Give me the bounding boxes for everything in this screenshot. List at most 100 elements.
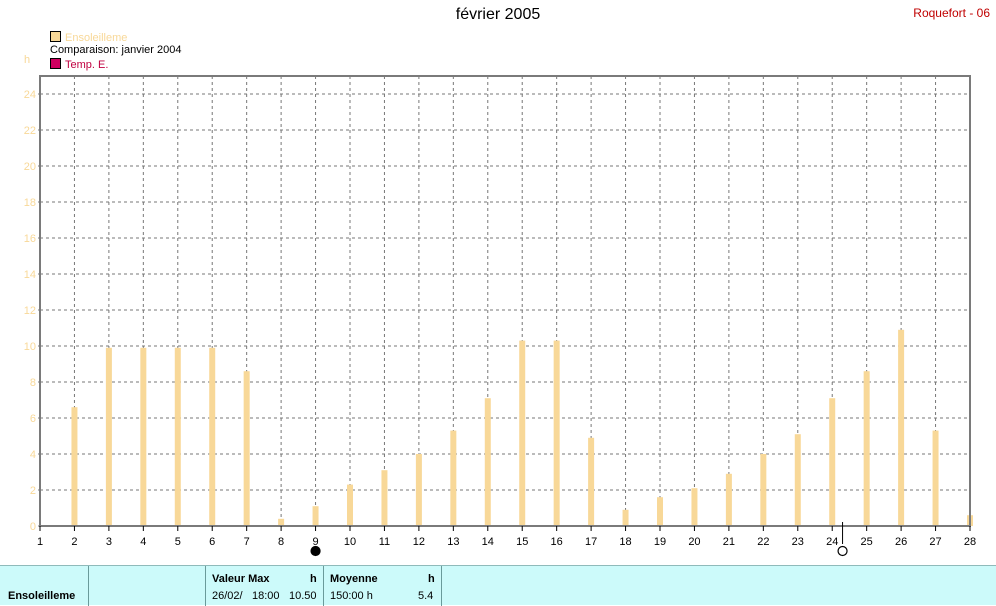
legend-label-temperature: Temp. E. <box>65 59 109 71</box>
x-tick-label: 22 <box>757 536 769 548</box>
y-tick-label: 8 <box>30 377 36 389</box>
y-tick-label: 10 <box>24 341 36 353</box>
legend-label-comparison: Comparaison: janvier 2004 <box>50 44 182 56</box>
summary-max-time: 18:00 <box>252 590 280 602</box>
x-tick-label: 21 <box>723 536 735 548</box>
bar-18 <box>622 509 629 526</box>
x-tick-label: 19 <box>654 536 666 548</box>
bar-14 <box>484 398 491 526</box>
plot-frame <box>39 75 971 527</box>
y-tick-label: 4 <box>30 449 36 461</box>
x-tick-label: 3 <box>106 536 112 548</box>
x-tick-label: 26 <box>895 536 907 548</box>
legend-swatch-sunshine <box>50 31 61 42</box>
summary-max-date: 26/02/ <box>212 590 243 602</box>
summary-max-value: 10.50 <box>289 590 317 602</box>
bar-9 <box>312 506 319 526</box>
x-tick-label: 25 <box>861 536 873 548</box>
bar-15 <box>519 340 526 526</box>
station-label: Roquefort - 06 <box>913 6 990 20</box>
x-tick-label: 6 <box>209 536 215 548</box>
y-axis-unit: h <box>24 54 31 66</box>
legend-swatch-temperature <box>50 58 61 69</box>
moon-markers <box>310 522 848 557</box>
x-tick-label: 15 <box>516 536 528 548</box>
summary-avg-label: Moyenne <box>330 573 378 585</box>
y-tick-label: 12 <box>24 305 36 317</box>
x-tick-label: 9 <box>312 536 318 548</box>
legend-item-sunshine: Ensoleilleme <box>50 31 127 44</box>
bar-12 <box>415 454 422 526</box>
y-tick-label: 18 <box>24 197 36 209</box>
bar-4 <box>140 347 147 526</box>
summary-max-unit: h <box>310 573 317 585</box>
x-tick-label: 4 <box>140 536 146 548</box>
y-tick-label: 16 <box>24 233 36 245</box>
x-tick-label: 24 <box>826 536 838 548</box>
bar-3 <box>105 347 112 526</box>
summary-blank-cell <box>89 566 206 606</box>
bar-8 <box>278 518 285 526</box>
bar-17 <box>588 437 595 526</box>
bar-22 <box>760 454 767 526</box>
y-tick-label: 0 <box>30 521 36 533</box>
y-tick-label: 22 <box>24 125 36 137</box>
summary-name-cell: Ensoleilleme <box>0 566 89 606</box>
summary-avg-value: 5.4 <box>418 590 434 602</box>
x-tick-label: 20 <box>688 536 700 548</box>
bar-21 <box>725 473 732 526</box>
bar-19 <box>657 497 663 526</box>
y-tick-label: 14 <box>24 269 36 281</box>
legend-label-sunshine: Ensoleilleme <box>65 32 128 44</box>
new-moon-marker <box>837 545 848 557</box>
bar-5 <box>174 347 181 526</box>
bar-2 <box>71 407 78 526</box>
bar-24 <box>829 398 836 526</box>
bar-13 <box>450 430 457 526</box>
x-tick-label: 18 <box>619 536 631 548</box>
x-tick-label: 23 <box>792 536 804 548</box>
x-tick-label: 14 <box>482 536 494 548</box>
bar-26 <box>898 329 905 526</box>
y-tick-label: 24 <box>24 89 36 101</box>
x-tick-label: 16 <box>551 536 563 548</box>
summary-panel: Ensoleilleme Valeur Max h 26/02/ 18:00 1… <box>0 565 996 606</box>
x-tick-label: 8 <box>278 536 284 548</box>
chart-title: février 2005 <box>455 6 541 23</box>
x-tick-label: 10 <box>344 536 356 548</box>
chart-bars <box>71 329 973 526</box>
bar-7 <box>243 371 250 526</box>
summary-avg-cell: Moyenne h 150:00 h 5.4 <box>324 566 442 606</box>
x-axis-ticks: 1 2 3 4 5 6 7 8 9 10 11 12 13 14 15 16 17 18 19 20 21 22 23 24 2… <box>37 526 976 548</box>
y-tick-label: 6 <box>30 413 36 425</box>
x-tick-label: 17 <box>585 536 597 548</box>
x-tick-label: 5 <box>175 536 181 548</box>
bar-23 <box>794 434 801 526</box>
x-tick-label: 2 <box>71 536 77 548</box>
summary-avg-unit: h <box>428 573 435 585</box>
bar-10 <box>347 484 353 526</box>
summary-max-label: Valeur Max <box>212 573 270 585</box>
y-tick-label: 2 <box>30 485 36 497</box>
bar-16 <box>553 340 560 526</box>
y-tick-label: 20 <box>24 161 36 173</box>
x-tick-label: 7 <box>244 536 250 548</box>
full-moon-marker <box>310 545 321 557</box>
x-tick-label: 1 <box>37 536 43 548</box>
bar-27 <box>932 430 939 526</box>
summary-max-cell: Valeur Max h 26/02/ 18:00 10.50 <box>206 566 324 606</box>
bar-20 <box>691 488 698 526</box>
summary-series-name: Ensoleilleme <box>8 590 76 602</box>
bar-11 <box>381 470 388 526</box>
bar-25 <box>863 371 870 526</box>
x-tick-label: 27 <box>929 536 941 548</box>
x-tick-label: 12 <box>413 536 425 548</box>
legend-item-temperature: Temp. E. <box>50 58 108 71</box>
summary-avg-total: 150:00 h <box>330 590 373 602</box>
bar-6 <box>209 347 216 526</box>
legend-item-comparison: Comparaison: janvier 2004 <box>50 44 181 57</box>
x-tick-label: 13 <box>447 536 459 548</box>
x-tick-label: 11 <box>379 536 390 548</box>
